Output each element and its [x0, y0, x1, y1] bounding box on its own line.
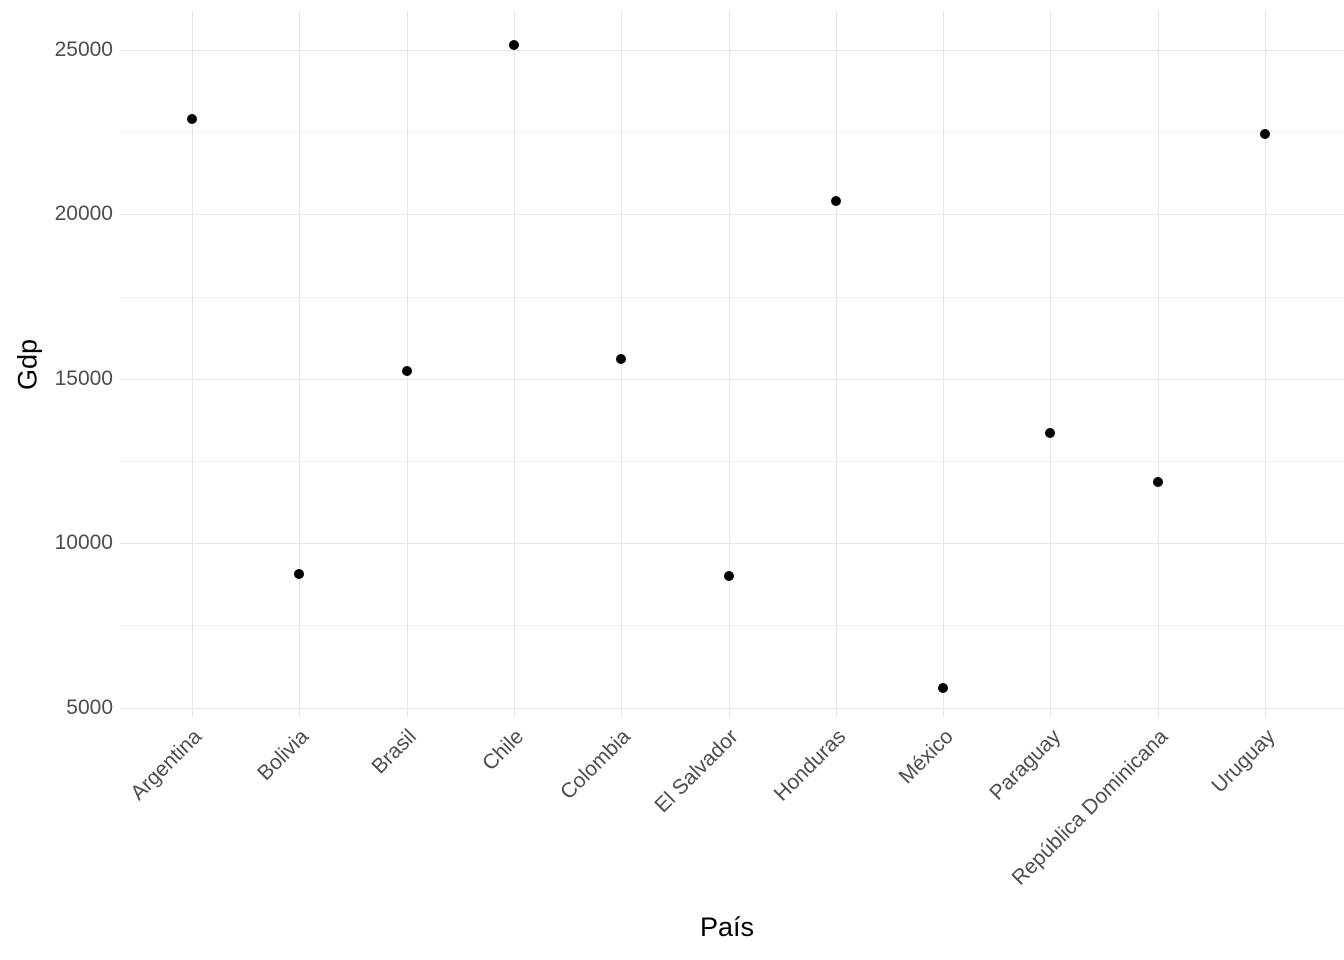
- plot-panel: [120, 11, 1344, 717]
- major-gridline-x: [1157, 11, 1159, 717]
- major-gridline-x: [1050, 11, 1052, 717]
- data-point: [723, 571, 734, 581]
- minor-gridline-y: [120, 625, 1344, 627]
- minor-gridline-y: [120, 132, 1344, 134]
- major-gridline-x: [299, 11, 301, 717]
- x-tick-label: Chile: [478, 725, 529, 776]
- major-gridline-y: [120, 378, 1344, 380]
- x-tick-label: Honduras: [769, 725, 851, 806]
- major-gridline-x: [192, 11, 193, 717]
- y-tick-label: 25000: [54, 38, 113, 61]
- data-point: [830, 196, 841, 207]
- x-tick-label: Argentina: [126, 725, 207, 805]
- y-tick-label: 15000: [54, 366, 113, 390]
- data-point: [1260, 128, 1270, 139]
- y-tick-label: 20000: [54, 202, 113, 226]
- data-point: [401, 365, 412, 376]
- major-gridline-x: [943, 11, 945, 717]
- major-gridline-y: [120, 214, 1344, 216]
- data-point: [187, 114, 197, 124]
- data-point: [1152, 477, 1163, 488]
- major-gridline-y: [120, 50, 1344, 51]
- x-tick-label: Uruguay: [1206, 725, 1280, 798]
- x-tick-label: Bolivia: [253, 725, 314, 786]
- data-point: [294, 569, 305, 580]
- y-axis-title: Gdp: [12, 338, 43, 390]
- major-gridline-x: [835, 11, 837, 717]
- major-gridline-x: [621, 11, 623, 717]
- x-tick-label: Brasil: [367, 725, 421, 779]
- x-axis-title: País: [699, 912, 755, 942]
- x-tick-label: Paraguay: [984, 725, 1065, 805]
- x-tick-label: México: [894, 725, 958, 789]
- y-tick-label: 10000: [54, 531, 113, 555]
- major-gridline-x: [1265, 11, 1266, 717]
- major-gridline-x: [728, 11, 730, 717]
- data-point: [508, 40, 519, 51]
- major-gridline-x: [513, 11, 515, 717]
- major-gridline-y: [120, 707, 1344, 709]
- major-gridline-y: [120, 543, 1344, 545]
- x-tick-label: Colombia: [556, 725, 636, 804]
- data-point: [1045, 428, 1056, 438]
- y-tick-label: 5000: [66, 695, 113, 719]
- major-gridline-x: [406, 11, 408, 717]
- minor-gridline-y: [120, 461, 1344, 462]
- minor-gridline-y: [120, 296, 1344, 298]
- data-point: [616, 354, 627, 364]
- data-point: [938, 682, 949, 693]
- x-tick-label: El Salvador: [650, 725, 743, 818]
